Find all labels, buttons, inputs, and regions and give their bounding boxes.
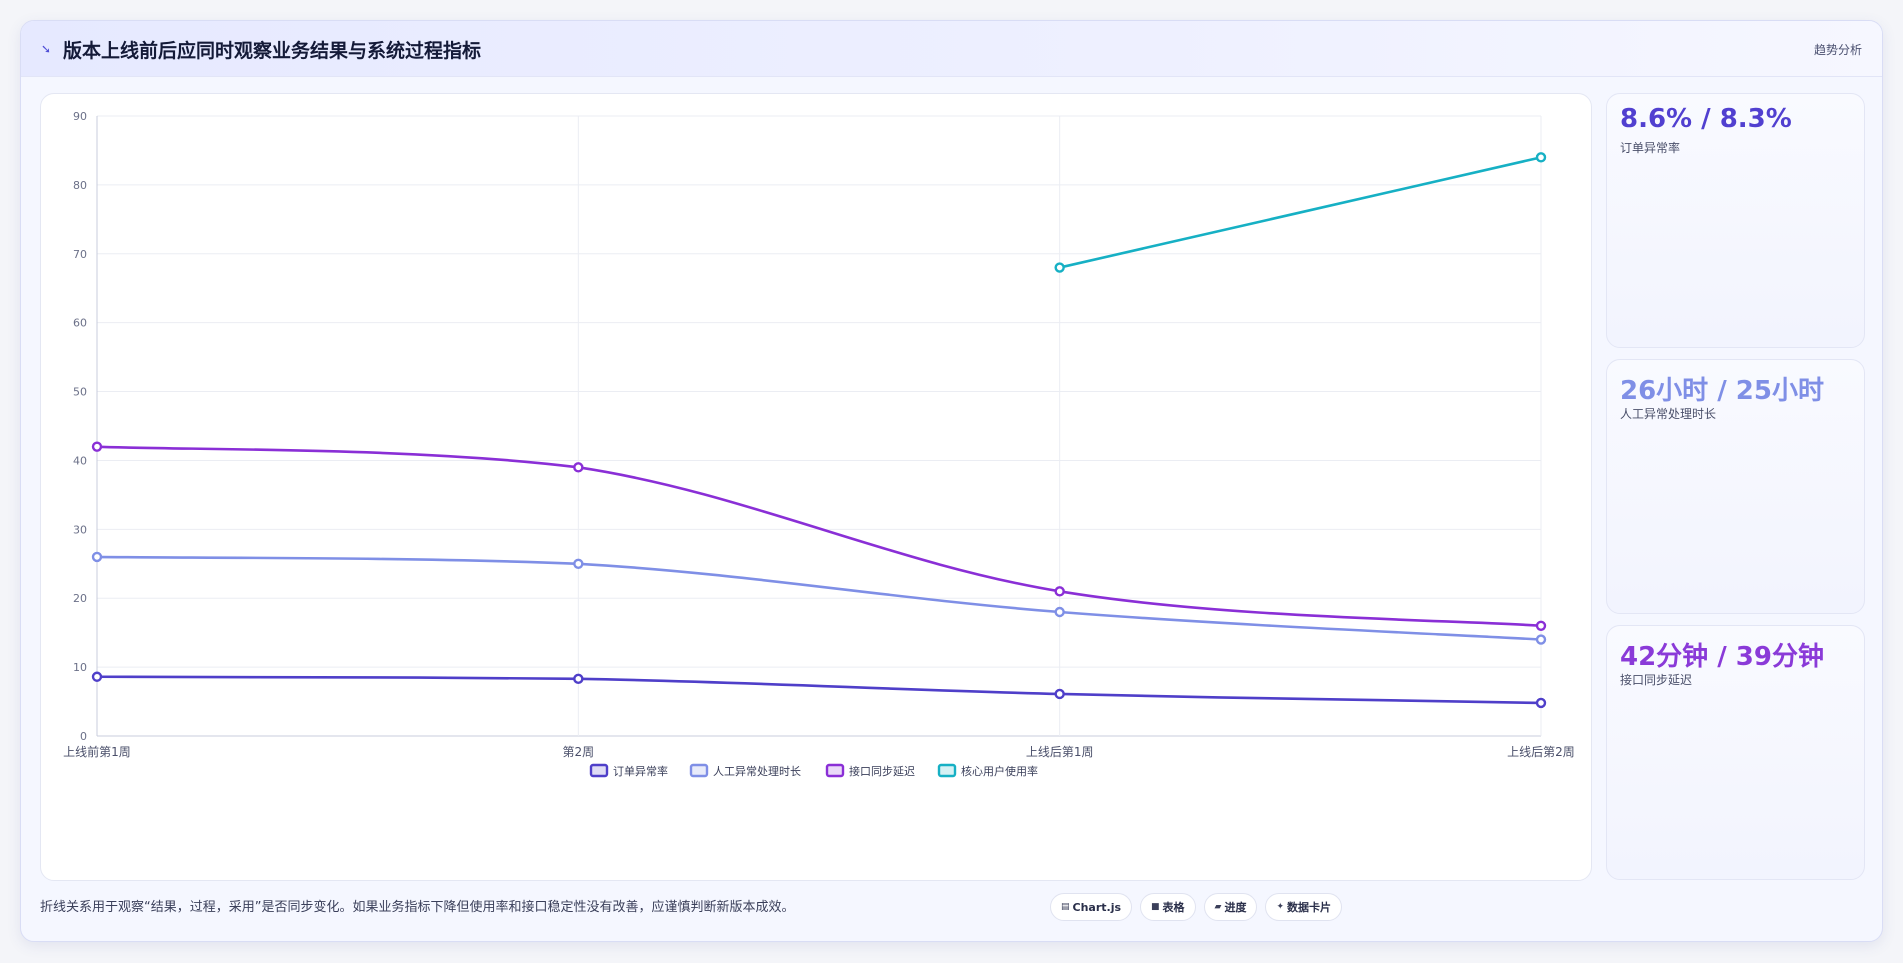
data-point <box>1054 606 1065 618</box>
card-header: ➘ 版本上线前后应同时观察业务结果与系统过程指标 趋势分析 <box>21 21 1882 77</box>
series-line <box>96 675 1542 705</box>
data-point <box>1535 634 1547 645</box>
button-label: 数据卡片 <box>1287 901 1332 914</box>
button-label: Chart.js <box>1072 900 1122 914</box>
legend-swatch <box>825 763 845 778</box>
x-tick-label: 上线后第1周 <box>1026 745 1094 759</box>
series-line <box>1059 156 1542 269</box>
data-card-button[interactable]: ✦ 数据卡片 <box>1265 893 1343 921</box>
y-tick-label: 0 <box>80 730 87 743</box>
progress-button[interactable]: ▰ 进度 <box>1203 893 1258 921</box>
x-tick-label: 上线后第2周 <box>1507 745 1575 759</box>
data-point <box>1535 152 1547 163</box>
legend-swatch <box>689 763 709 778</box>
data-point <box>1054 586 1065 597</box>
kpi-card-order-error: 8.6% / 8.3% 订单异常率 <box>1606 93 1865 348</box>
data-point <box>573 673 584 685</box>
data-point <box>91 671 103 682</box>
button-label: 表格 <box>1162 901 1185 914</box>
chartjs-button[interactable]: ▤ Chart.js <box>1050 893 1133 921</box>
y-tick-label: 30 <box>73 523 87 536</box>
y-tick-label: 70 <box>73 248 87 261</box>
kpi-value: 26小时 / 25小时 <box>1620 376 1824 406</box>
progress-icon: ▰ <box>1214 902 1222 912</box>
chart-panel: 0 10 20 30 40 50 60 70 80 90 上线前第1周 第2周 上线后第1周 上线后第2周… <box>40 93 1592 881</box>
kpi-label: 订单异常率 <box>1620 141 1681 155</box>
y-tick-label: 20 <box>73 592 87 605</box>
trend-card: ➘ 版本上线前后应同时观察业务结果与系统过程指标 趋势分析 0 10 20 30 40 5… <box>20 20 1883 942</box>
table-icon: ■ <box>1151 902 1160 912</box>
kpi-value: 8.6% / 8.3% <box>1620 104 1792 134</box>
legend-label: 接口同步延迟 <box>849 765 915 778</box>
y-tick-label: 10 <box>73 661 87 674</box>
legend-swatch <box>589 763 609 778</box>
series-line <box>96 445 1542 628</box>
y-tick-label: 60 <box>73 317 87 330</box>
view-switcher: ▤ Chart.js ■ 表格 ▰ 进度 ✦ 数据卡片 <box>1050 893 1343 921</box>
legend-label: 人工异常处理时长 <box>713 765 801 778</box>
sparkle-icon: ✦ <box>1276 902 1285 912</box>
x-tick-label: 上线前第1周 <box>63 744 131 759</box>
x-tick-label: 第2周 <box>563 745 595 759</box>
data-point <box>1535 620 1547 631</box>
data-point <box>91 441 103 452</box>
kpi-card-manual-time: 26小时 / 25小时 人工异常处理时长 <box>1606 359 1865 614</box>
legend-label: 核心用户使用率 <box>961 764 1038 778</box>
chart-icon: ▤ <box>1061 902 1070 912</box>
kpi-value: 42分钟 / 39分钟 <box>1620 642 1824 672</box>
kpi-label: 人工异常处理时长 <box>1620 407 1717 421</box>
footer-note: 折线关系用于观察“结果，过程，采用”是否同步变化。如果业务指标下降但使用率和接口… <box>40 900 795 915</box>
data-point <box>1535 697 1547 709</box>
y-tick-label: 40 <box>73 454 87 467</box>
header-tag: 趋势分析 <box>1813 43 1862 57</box>
y-tick-label: 50 <box>73 386 87 399</box>
data-point <box>1054 262 1065 273</box>
kpi-card-api-delay: 42分钟 / 39分钟 接口同步延迟 <box>1606 625 1865 880</box>
legend-label: 订单异常率 <box>613 764 668 778</box>
kpi-label: 接口同步延迟 <box>1620 673 1693 687</box>
data-point <box>91 551 103 563</box>
button-label: 进度 <box>1224 901 1247 914</box>
card-title: 版本上线前后应同时观察业务结果与系统过程指标 <box>63 40 482 62</box>
series-line <box>96 555 1542 641</box>
line-chart: 0 10 20 30 40 50 60 70 80 90 上线前第1周 第2周 上线后第1周 上线后第2周… <box>63 110 1575 778</box>
data-point <box>573 558 584 569</box>
data-point <box>1054 688 1065 700</box>
trend-line-icon: ➘ <box>41 42 52 56</box>
legend-swatch <box>937 763 957 778</box>
data-point <box>573 462 584 473</box>
table-button[interactable]: ■ 表格 <box>1140 893 1196 921</box>
y-tick-label: 80 <box>73 179 87 192</box>
y-tick-label: 90 <box>73 110 87 123</box>
